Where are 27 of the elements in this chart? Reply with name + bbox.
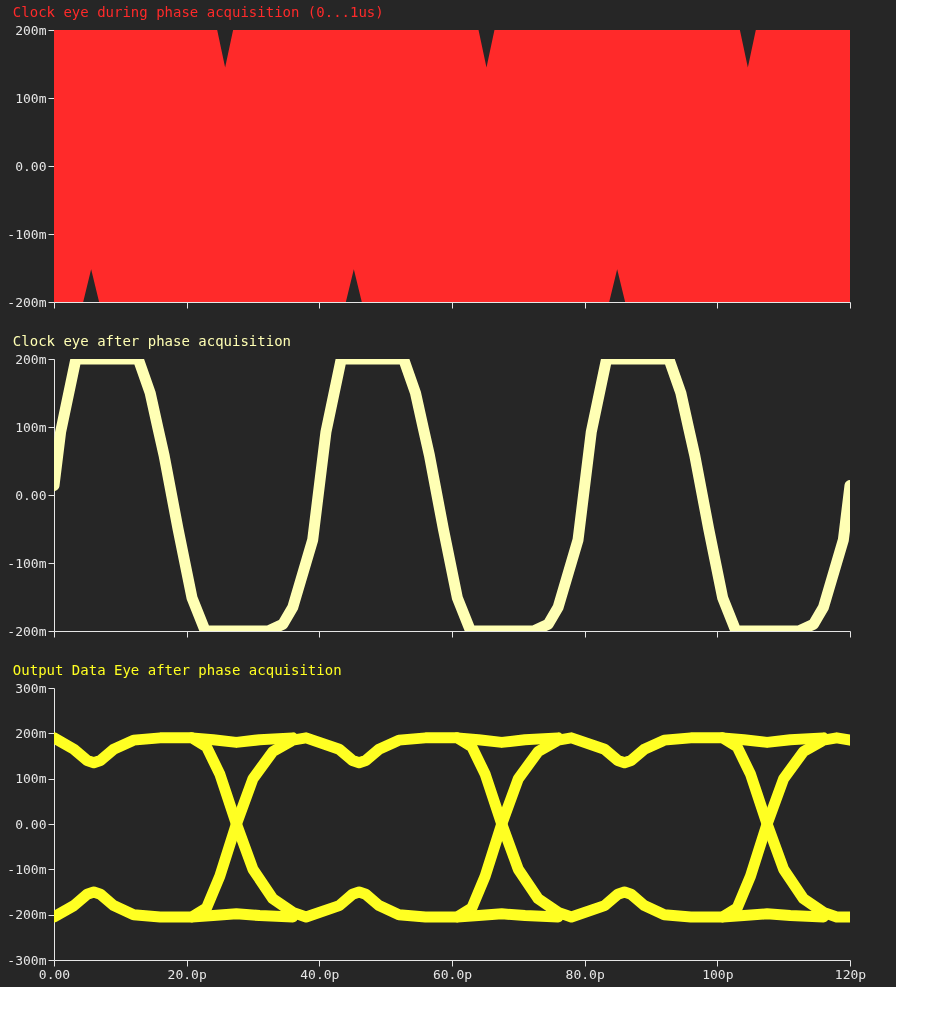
y-tick-label: 100m (15, 90, 47, 106)
y-tick-label: -100m (7, 861, 47, 877)
y-tick-label: -300m (7, 952, 47, 968)
y-tick-label: -200m (7, 907, 47, 923)
y-tick-label: 200m (15, 22, 47, 38)
x-tick-label: 20.0p (167, 966, 207, 982)
chart-title: Clock eye during phase acquisition (0...1us) (12, 4, 384, 20)
x-tick-label: 80.0p (565, 966, 605, 982)
y-tick-label: 200m (15, 725, 47, 741)
y-tick-label: 300m (15, 680, 47, 696)
y-tick-label: 100m (15, 419, 47, 435)
x-tick-label: 120p (834, 966, 867, 982)
y-tick-label: 200m (15, 351, 47, 367)
chart-title: Clock eye after phase acquisition (12, 333, 292, 349)
y-tick-label: 100m (15, 771, 47, 787)
y-tick-label: 0.00 (15, 158, 47, 174)
y-tick-label: -200m (7, 623, 47, 639)
x-tick-label: 0.00 (38, 966, 71, 982)
y-tick-label: -200m (7, 294, 47, 310)
y-tick-label: -100m (7, 555, 47, 571)
y-tick-label: 0.00 (15, 816, 47, 832)
chart-title: Output Data Eye after phase acquisition (12, 662, 342, 678)
y-tick-label: 0.00 (15, 487, 47, 503)
y-tick-label: -100m (7, 226, 47, 242)
x-tick-label: 60.0p (432, 966, 473, 982)
x-tick-label: 40.0p (300, 966, 340, 982)
x-tick-label: 100p (702, 966, 734, 982)
